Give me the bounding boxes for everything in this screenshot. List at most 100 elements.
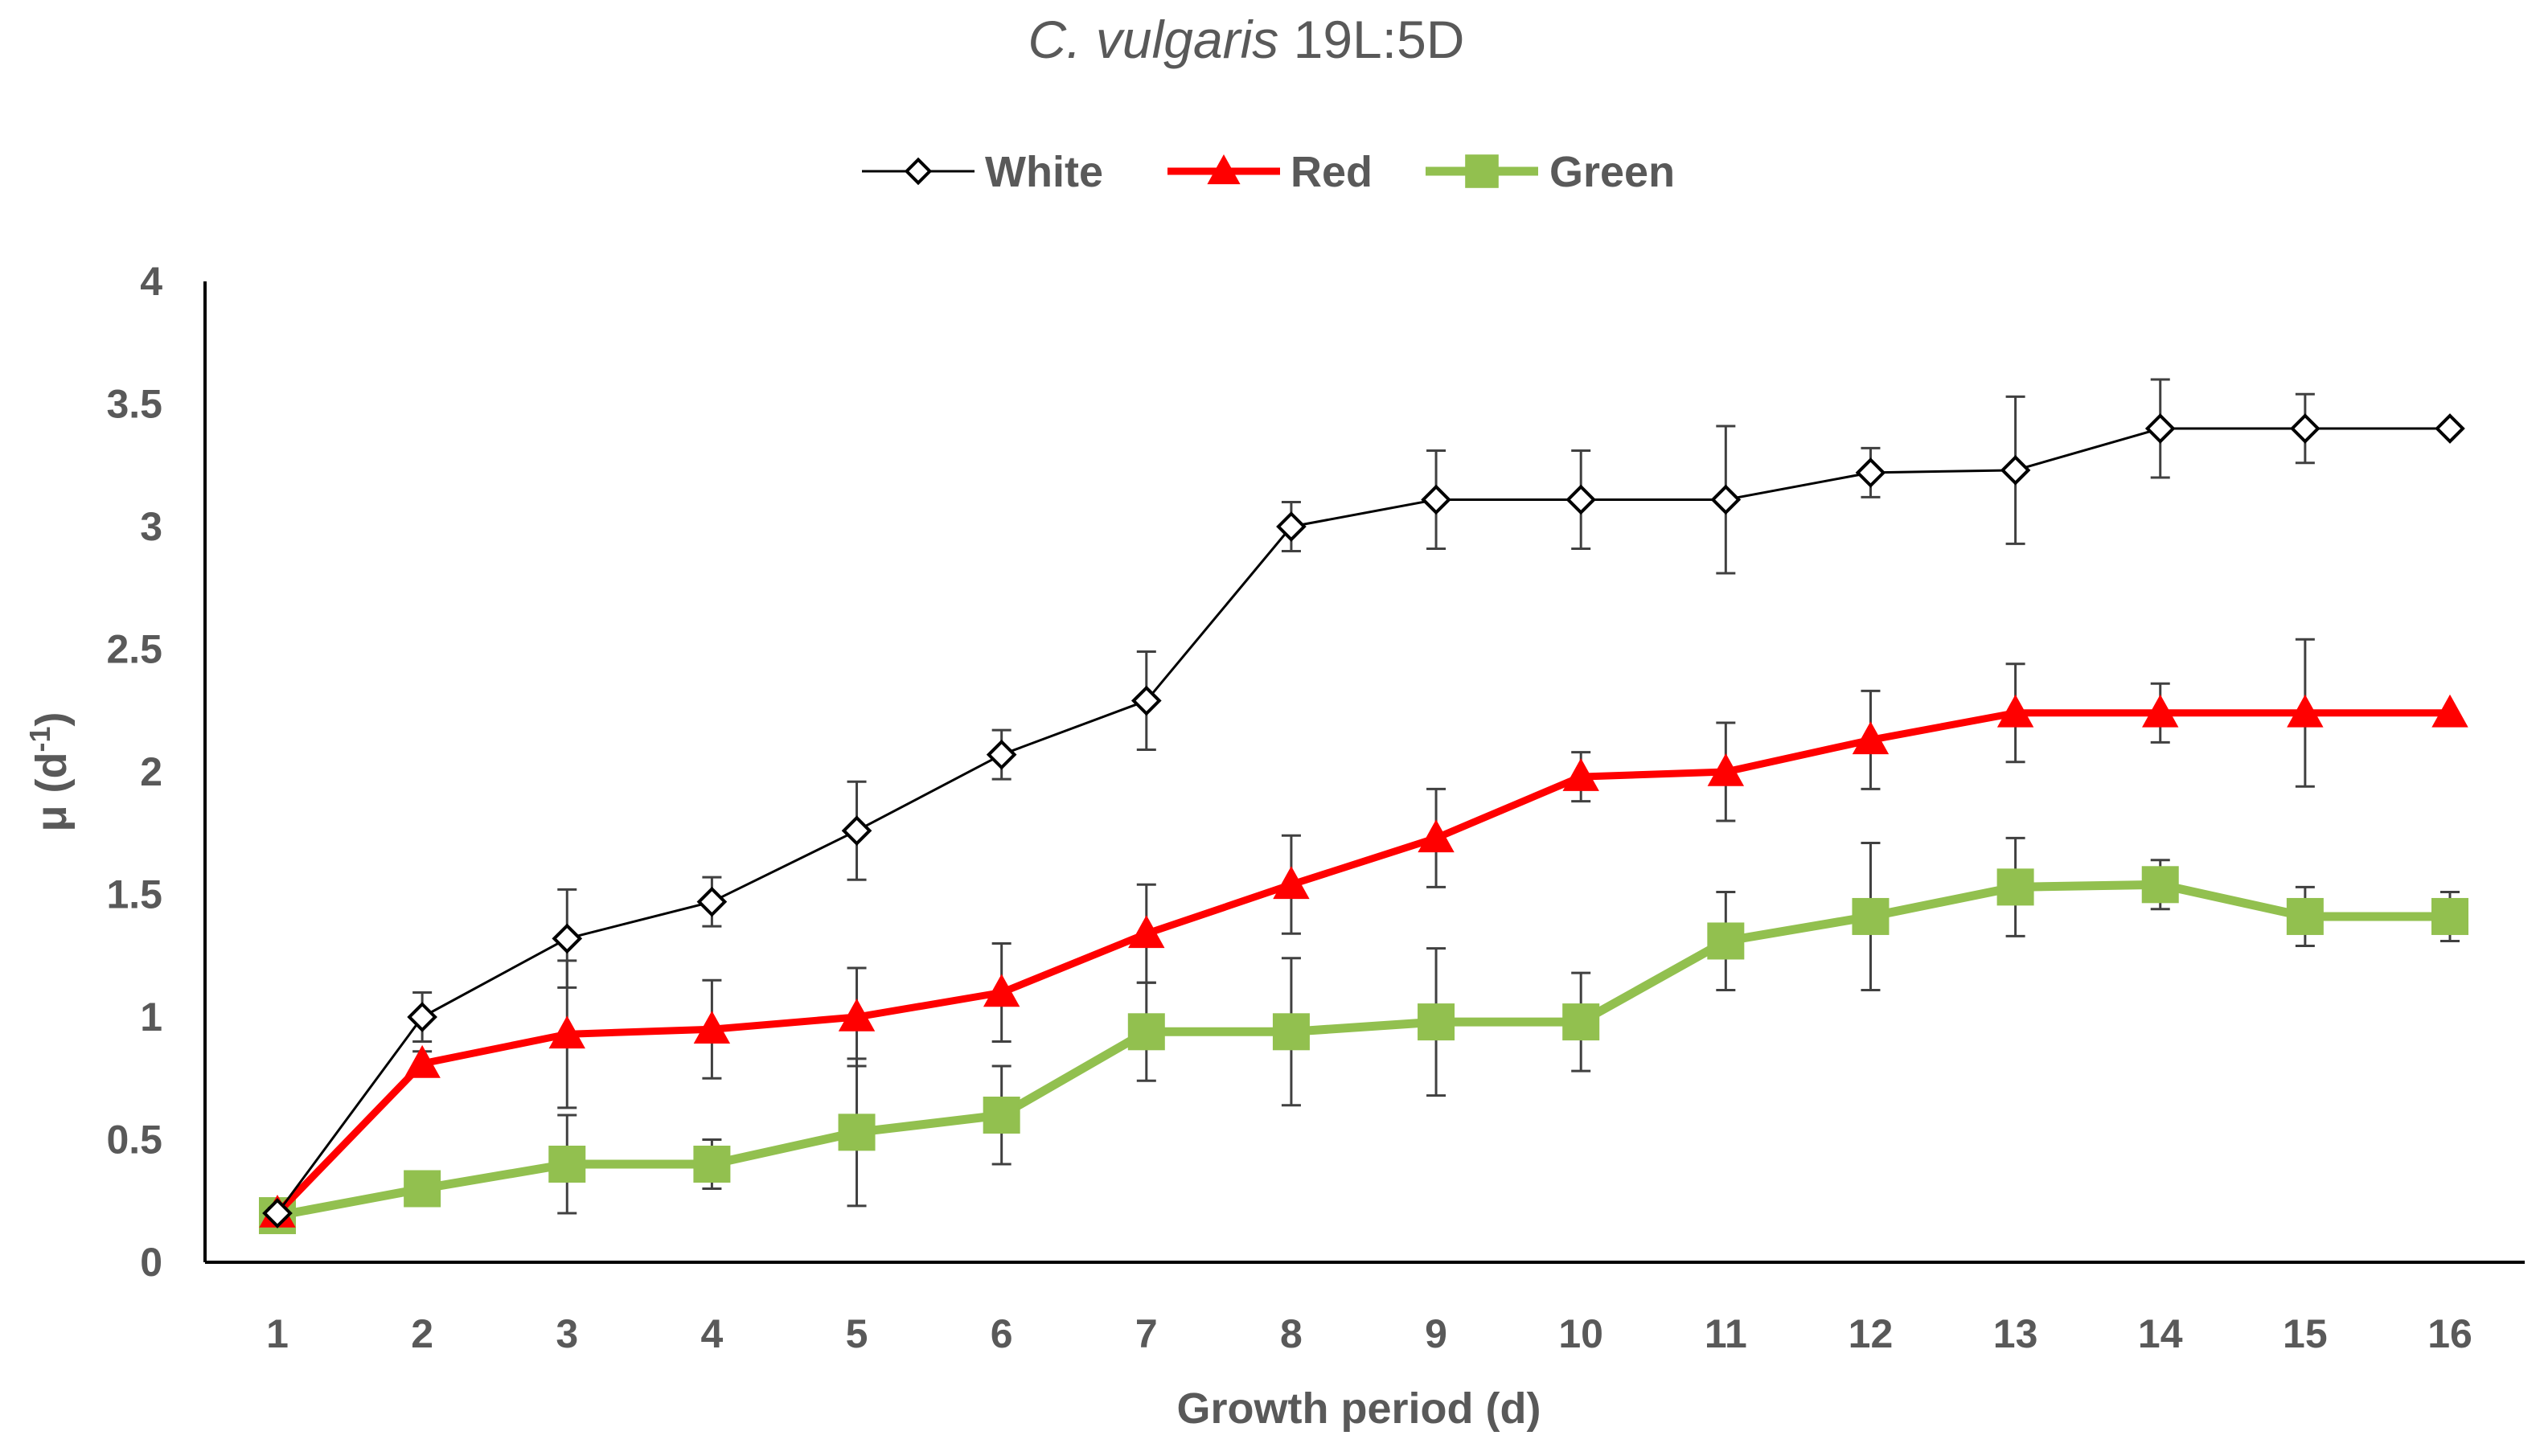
x-axis-ticks: 1 2 3 4 5 6 7 8 9 10 11 12 13 14 15 16 bbox=[266, 1311, 2472, 1356]
series-white bbox=[262, 378, 2465, 1228]
data-point-marker bbox=[2290, 413, 2320, 444]
data-point-marker bbox=[1273, 866, 1310, 900]
y-tick-label: 3.5 bbox=[106, 382, 162, 427]
data-point-marker bbox=[2144, 413, 2176, 444]
y-tick-label: 4 bbox=[140, 259, 162, 304]
chart-title-condition: 19L:5D bbox=[1278, 10, 1464, 69]
y-axis-title: μ (d-1) bbox=[23, 712, 76, 831]
data-point-marker bbox=[1418, 1003, 1455, 1041]
data-point-marker bbox=[693, 1146, 731, 1183]
data-point-marker bbox=[983, 974, 1020, 1007]
legend-item-green: Green bbox=[1426, 148, 1675, 196]
x-tick-label: 8 bbox=[1280, 1311, 1303, 1356]
data-point-marker bbox=[1565, 484, 1597, 515]
series-line bbox=[273, 880, 2455, 1220]
data-point-marker bbox=[986, 739, 1017, 770]
data-point-marker bbox=[2141, 866, 2179, 904]
data-point-marker bbox=[1562, 1003, 1600, 1041]
data-point-marker bbox=[2431, 897, 2468, 935]
data-point-marker bbox=[1996, 694, 2034, 728]
data-point-marker bbox=[407, 1002, 437, 1032]
x-tick-label: 15 bbox=[2283, 1311, 2328, 1356]
data-point-marker bbox=[2286, 897, 2324, 935]
y-tick-label: 0 bbox=[140, 1240, 162, 1285]
data-point-marker bbox=[548, 1015, 585, 1049]
data-point-marker bbox=[548, 1146, 586, 1183]
data-point-marker bbox=[693, 1011, 731, 1044]
x-tick-label: 16 bbox=[2427, 1311, 2472, 1356]
plot-area: 00.511.522.533.54 1 2 3 4 5 6 7 8 9 10 11 12 13 14 15 1… bbox=[106, 259, 2525, 1356]
x-tick-label: 4 bbox=[700, 1311, 723, 1356]
data-point-marker bbox=[696, 886, 728, 917]
y-axis-title-close: ) bbox=[27, 712, 76, 726]
data-point-marker bbox=[2142, 694, 2179, 728]
chart-title: C. vulgaris 19L:5D bbox=[1028, 10, 1465, 69]
x-tick-label: 5 bbox=[846, 1311, 868, 1356]
legend-label: White bbox=[985, 148, 1103, 196]
x-tick-label: 11 bbox=[1705, 1311, 1747, 1356]
x-tick-label: 2 bbox=[411, 1311, 433, 1356]
data-point-marker bbox=[1855, 457, 1886, 488]
x-tick-label: 3 bbox=[556, 1311, 578, 1356]
y-tick-label: 3 bbox=[140, 504, 162, 549]
data-point-marker bbox=[838, 998, 876, 1032]
data-point-marker bbox=[2435, 413, 2465, 444]
legend-item-red: Red bbox=[1167, 148, 1373, 196]
data-point-marker bbox=[1128, 915, 1165, 949]
series-green bbox=[259, 836, 2468, 1235]
data-point-marker bbox=[1852, 897, 1890, 935]
x-tick-label: 6 bbox=[991, 1311, 1013, 1356]
data-point-marker bbox=[1127, 1013, 1165, 1051]
y-tick-label: 1.5 bbox=[106, 872, 162, 917]
data-point-marker bbox=[404, 1170, 441, 1208]
data-point-marker bbox=[1465, 154, 1499, 188]
data-point-marker bbox=[1421, 484, 1451, 515]
series-red bbox=[259, 638, 2468, 1228]
x-tick-label: 14 bbox=[2138, 1311, 2183, 1356]
legend-item-white: White bbox=[862, 148, 1103, 196]
x-tick-label: 12 bbox=[1849, 1311, 1894, 1356]
data-point-marker bbox=[1996, 868, 2034, 906]
series-layer bbox=[259, 378, 2468, 1235]
data-point-marker bbox=[404, 1044, 441, 1078]
data-point-marker bbox=[1276, 511, 1307, 542]
y-tick-label: 0.5 bbox=[106, 1118, 162, 1163]
data-point-marker bbox=[1418, 819, 1455, 853]
chart-title-species: C. vulgaris bbox=[1028, 10, 1279, 69]
data-point-marker bbox=[1130, 685, 1162, 716]
x-tick-label: 7 bbox=[1135, 1311, 1158, 1356]
data-point-marker bbox=[1207, 154, 1241, 185]
data-point-marker bbox=[983, 1097, 1020, 1134]
legend: White Red Green bbox=[862, 148, 1675, 196]
data-point-marker bbox=[1710, 484, 1742, 515]
legend-label: Green bbox=[1549, 148, 1675, 196]
data-point-marker bbox=[904, 157, 933, 186]
data-point-marker bbox=[1272, 1013, 1310, 1051]
y-tick-label: 2.5 bbox=[106, 627, 162, 672]
y-axis-title-main: μ (d bbox=[27, 752, 76, 831]
data-point-marker bbox=[2287, 694, 2324, 728]
data-point-marker bbox=[2431, 694, 2468, 728]
data-point-marker bbox=[1707, 753, 1745, 786]
x-axis-title: Growth period (d) bbox=[1177, 1384, 1541, 1433]
x-tick-label: 13 bbox=[1993, 1311, 2038, 1356]
data-point-marker bbox=[838, 1114, 876, 1151]
y-axis-title-superscript: -1 bbox=[23, 726, 56, 752]
y-tick-label: 2 bbox=[140, 749, 162, 794]
data-point-marker bbox=[262, 1198, 293, 1228]
data-point-marker bbox=[1852, 721, 1890, 755]
x-tick-label: 1 bbox=[266, 1311, 289, 1356]
data-point-marker bbox=[2000, 455, 2031, 486]
x-tick-label: 10 bbox=[1558, 1311, 1603, 1356]
legend-label: Red bbox=[1291, 148, 1373, 196]
series-line bbox=[276, 427, 2452, 1215]
data-point-marker bbox=[841, 815, 872, 847]
y-tick-label: 1 bbox=[140, 995, 162, 1040]
data-point-marker bbox=[1562, 758, 1599, 791]
data-point-marker bbox=[1707, 922, 1745, 960]
data-point-marker bbox=[552, 923, 583, 954]
x-tick-label: 9 bbox=[1425, 1311, 1447, 1356]
y-axis-ticks: 0 0.5 1 1.5 2 2.5 3 3.5 4 bbox=[106, 259, 162, 1285]
series-line bbox=[273, 709, 2454, 1217]
